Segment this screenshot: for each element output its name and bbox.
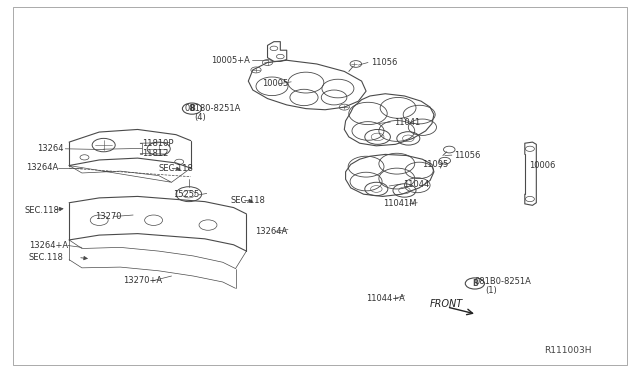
Text: 11056: 11056 [371, 58, 397, 67]
Text: 13264+A: 13264+A [29, 241, 68, 250]
Text: 11810P: 11810P [142, 139, 173, 148]
Text: SEC.118: SEC.118 [230, 196, 265, 205]
Text: 11812: 11812 [142, 149, 168, 158]
Text: B: B [472, 279, 477, 288]
Text: 11041M: 11041M [383, 199, 416, 208]
Text: SEC.118: SEC.118 [159, 164, 193, 173]
Text: 11095: 11095 [422, 160, 449, 169]
Text: 081B0-8251A: 081B0-8251A [475, 278, 532, 286]
Text: B: B [189, 104, 195, 113]
Text: 13264A: 13264A [26, 163, 58, 172]
Text: 08180-8251A: 08180-8251A [184, 104, 241, 113]
Text: 15255: 15255 [173, 190, 199, 199]
Text: 11056: 11056 [454, 151, 481, 160]
Text: 10006: 10006 [529, 161, 555, 170]
Text: 11041: 11041 [394, 118, 420, 126]
Text: (4): (4) [194, 113, 205, 122]
Text: 13270: 13270 [95, 212, 121, 221]
Text: (1): (1) [485, 286, 497, 295]
Text: 10005+A: 10005+A [211, 56, 250, 65]
Text: R111003H: R111003H [545, 346, 592, 355]
Text: 11044+A: 11044+A [366, 294, 405, 303]
Text: SEC.118: SEC.118 [29, 253, 63, 262]
Text: 10005: 10005 [262, 79, 289, 88]
Text: 13270+A: 13270+A [123, 276, 162, 285]
Text: 13264: 13264 [37, 144, 63, 153]
Text: 13264A: 13264A [255, 227, 287, 236]
Text: 11044: 11044 [403, 180, 429, 189]
Text: FRONT: FRONT [430, 299, 463, 309]
Text: SEC.118: SEC.118 [24, 206, 59, 215]
